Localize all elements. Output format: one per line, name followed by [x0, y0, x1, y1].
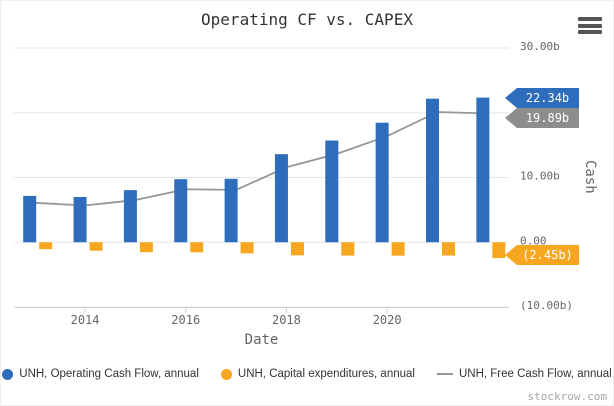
bar-operating-cash-flow	[476, 97, 490, 243]
bar-capex	[39, 242, 53, 250]
y-axis-label: 0.00	[520, 234, 547, 247]
legend-item-capital-expenditures[interactable]: UNH, Capital expenditures, annual	[220, 368, 415, 380]
chart-menu-button[interactable]	[578, 17, 602, 34]
y-axis-label: 10.00b	[520, 170, 560, 183]
bar-capex	[341, 242, 355, 256]
series-marker-circle-icon	[220, 368, 232, 380]
last-value-tag-capex: (2.45b)	[505, 245, 579, 265]
x-axis-title: Date	[244, 332, 279, 348]
x-tick-label: 2014	[71, 313, 100, 327]
hamburger-icon	[578, 23, 602, 28]
bar-operating-cash-flow	[375, 122, 389, 243]
bar-operating-cash-flow	[426, 98, 439, 243]
y-axis-title: Cash	[582, 160, 598, 194]
last-value-tag-free-cash-flow: 19.89b	[505, 108, 579, 128]
legend-label: UNH, Operating Cash Flow, annual	[19, 368, 199, 380]
series-marker-circle-icon	[2, 368, 14, 380]
bar-operating-cash-flow	[325, 140, 339, 243]
page-title: Operating CF vs. CAPEX	[201, 10, 413, 29]
bar-capex	[492, 242, 506, 259]
bar-operating-cash-flow	[174, 179, 188, 243]
watermark: stockrow.com	[527, 390, 607, 403]
y-axis-label: (10.00b)	[520, 299, 573, 312]
bar-capex	[190, 242, 204, 253]
bar-operating-cash-flow	[274, 154, 288, 243]
hamburger-icon	[578, 30, 602, 34]
bar-capex	[442, 242, 455, 256]
bar-operating-cash-flow	[23, 195, 37, 243]
bar-capex	[139, 242, 153, 253]
bar-operating-cash-flow	[123, 190, 137, 243]
legend: UNH, Operating Cash Flow, annual UNH, Ca…	[1, 368, 613, 380]
last-value-tag-operating-cash-flow: 22.34b	[505, 88, 579, 108]
bar-capex	[89, 242, 103, 251]
y-axis-label: 30.00b	[520, 40, 560, 53]
legend-label: UNH, Free Cash Flow, annual	[458, 368, 612, 380]
bar-capex	[290, 242, 304, 256]
x-tick-label: 2018	[272, 313, 301, 327]
hamburger-icon	[578, 17, 602, 21]
series-marker-line-icon	[436, 373, 453, 375]
bar-capex	[240, 242, 254, 254]
bar-capex	[391, 242, 405, 256]
legend-item-operating-cash-flow[interactable]: UNH, Operating Cash Flow, annual	[2, 368, 199, 380]
x-tick-label: 2016	[171, 313, 200, 327]
legend-item-free-cash-flow[interactable]: UNH, Free Cash Flow, annual	[436, 368, 612, 380]
x-tick-label: 2020	[373, 313, 402, 327]
bar-operating-cash-flow	[224, 178, 238, 243]
free-cash-flow-line	[34, 111, 488, 207]
legend-label: UNH, Capital expenditures, annual	[237, 368, 415, 380]
bar-operating-cash-flow	[73, 196, 87, 243]
